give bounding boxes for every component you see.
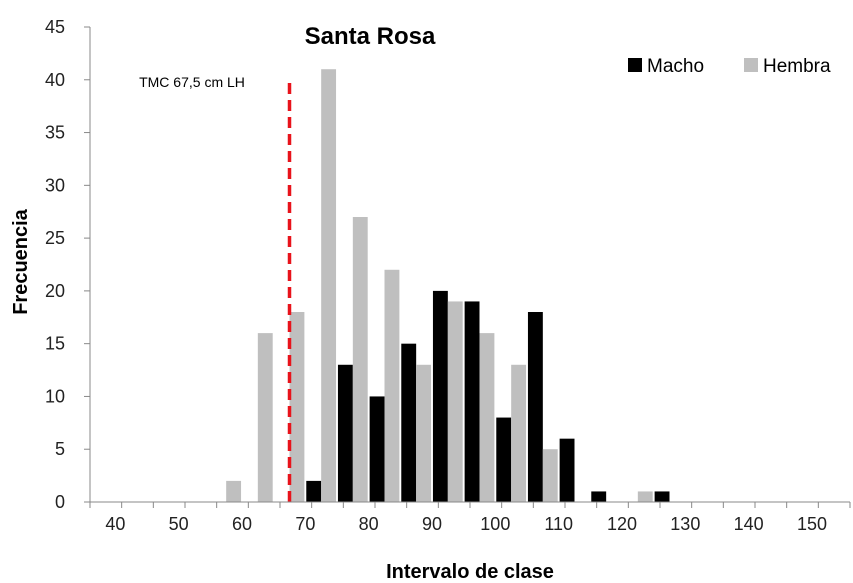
bar-macho-100 [496, 417, 512, 502]
legend-label-hembra: Hembra [763, 56, 831, 77]
y-tick-label: 30 [45, 175, 65, 195]
bar-hembra-70 [289, 312, 305, 502]
x-tick-label: 110 [544, 514, 573, 534]
bar-hembra-100 [479, 333, 495, 502]
bar-hembra-85 [384, 269, 400, 502]
x-tick-label: 150 [797, 514, 827, 534]
legend-swatch-hembra [744, 58, 758, 72]
x-tick-label: 90 [422, 514, 442, 534]
bar-macho-110 [559, 438, 575, 502]
bar-hembra-110 [542, 449, 558, 502]
bar-macho-95 [464, 301, 480, 502]
x-tick-label: 130 [670, 514, 700, 534]
axes-layer: 0 5 10 15 20 25 30 35 40 45 40 50 60 70 80 90 100 110 120 1… [45, 17, 851, 534]
legend-swatch-macho [628, 58, 642, 72]
bar-macho-70 [306, 480, 322, 502]
bar-hembra-105 [511, 364, 527, 502]
y-tick-label: 0 [55, 492, 65, 512]
bar-hembra-75 [321, 69, 337, 502]
x-tick-label: 80 [359, 514, 379, 534]
reference-line-label: TMC 67,5 cm LH [139, 74, 245, 90]
legend-label-macho: Macho [647, 56, 704, 77]
bar-macho-75 [337, 364, 353, 502]
bar-macho-85 [401, 343, 417, 502]
y-tick-label: 20 [45, 281, 65, 301]
x-axis-title: Intervalo de clase [386, 561, 554, 583]
y-tick-label: 15 [45, 334, 65, 354]
y-tick-label: 5 [55, 439, 65, 459]
bar-macho-125 [654, 491, 670, 502]
y-tick-label: 40 [45, 70, 65, 90]
bar-hembra-60 [226, 480, 242, 502]
legend: Macho Hembra [628, 56, 831, 77]
chart-title: Santa Rosa [305, 23, 436, 50]
bar-hembra-125 [637, 491, 653, 502]
y-tick-label: 45 [45, 17, 65, 37]
x-tick-label: 70 [295, 514, 315, 534]
x-tick-label: 50 [169, 514, 189, 534]
y-tick-label: 35 [45, 123, 65, 143]
bar-hembra-80 [352, 217, 368, 502]
bar-macho-90 [432, 290, 448, 502]
x-tick-label: 60 [232, 514, 252, 534]
y-axis-title: Frecuencia [10, 208, 32, 314]
x-tick-label: 140 [734, 514, 764, 534]
bar-hembra-90 [416, 364, 432, 502]
x-tick-label: 100 [480, 514, 510, 534]
y-tick-label: 25 [45, 228, 65, 248]
bars-layer [226, 69, 670, 502]
bar-macho-115 [591, 491, 607, 502]
bar-hembra-65 [257, 333, 273, 502]
y-tick-label: 10 [45, 386, 65, 406]
bar-hembra-95 [447, 301, 463, 502]
x-tick-label: 120 [607, 514, 637, 534]
bar-macho-105 [527, 312, 543, 502]
x-tick-label: 40 [105, 514, 125, 534]
bar-macho-80 [369, 396, 385, 502]
